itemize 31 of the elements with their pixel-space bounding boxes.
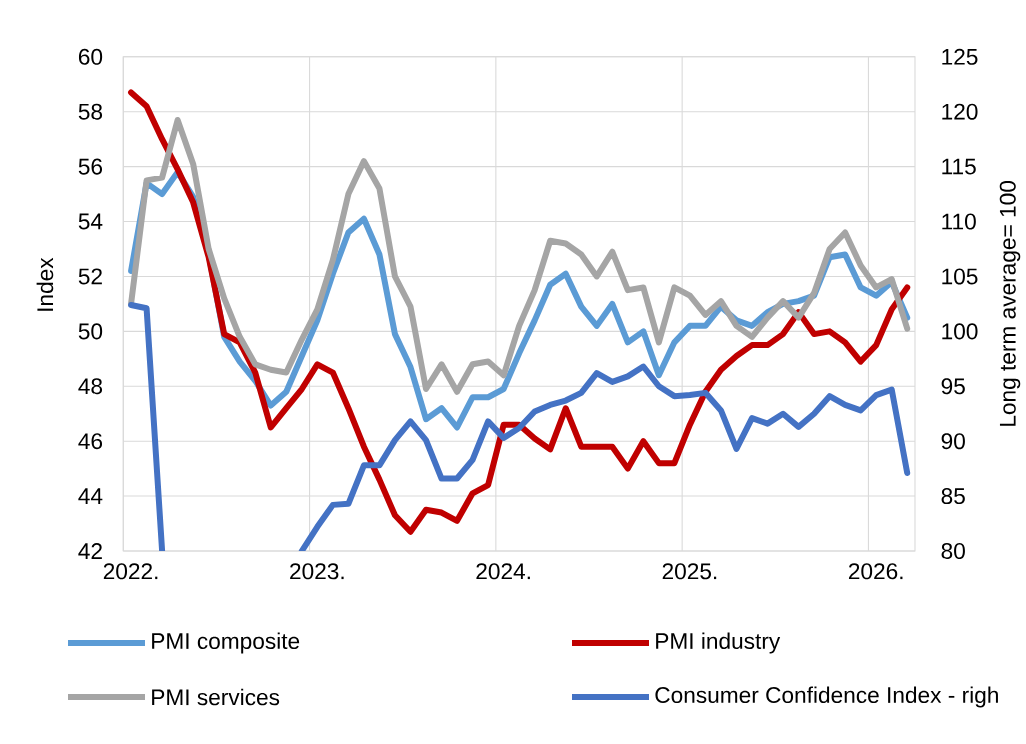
y2-tick-label: 95: [941, 378, 965, 395]
y2-tick-label: 85: [941, 488, 965, 505]
x-tick-label: 2022.: [103, 563, 158, 580]
y-tick-label: 60: [78, 48, 103, 65]
y-tick-label: 54: [78, 213, 103, 230]
y2-tick-label: 115: [942, 158, 976, 175]
y-tick-label: 46: [78, 433, 103, 450]
x-tick-label: 2026.: [848, 563, 903, 580]
x-tick-label: 2024.: [476, 563, 530, 580]
y-tick-label: 52: [78, 268, 102, 285]
y2-tick-label: 125: [942, 48, 978, 65]
y-tick-label: 56: [78, 158, 103, 175]
x-tick-label: 2023.: [290, 563, 344, 580]
y2-tick-label: 105: [942, 268, 978, 285]
x-tick-label: 2025.: [662, 563, 717, 580]
y2-tick-label: 110: [942, 213, 976, 230]
y2-tick-label: 120: [942, 103, 978, 120]
y-tick-label: 44: [78, 488, 103, 504]
y2-tick-label: 100: [942, 323, 978, 340]
y2-tick-label: 80: [941, 542, 965, 560]
legend-label: PMI services: [152, 688, 280, 706]
y-tick-label: 58: [78, 103, 103, 120]
legend-label: Consumer Confidence Index - righ: [655, 686, 998, 708]
y-tick-label: 42: [78, 543, 102, 559]
y-axis-title: Index: [36, 257, 54, 311]
legend-label: PMI composite: [152, 632, 300, 654]
y-tick-label: 50: [78, 323, 103, 340]
y2-tick-label: 90: [941, 433, 965, 450]
y-tick-label: 48: [78, 378, 103, 395]
legend-label: PMI industry: [656, 632, 781, 654]
y2-axis-title: Long term average= 100: [999, 181, 1021, 426]
